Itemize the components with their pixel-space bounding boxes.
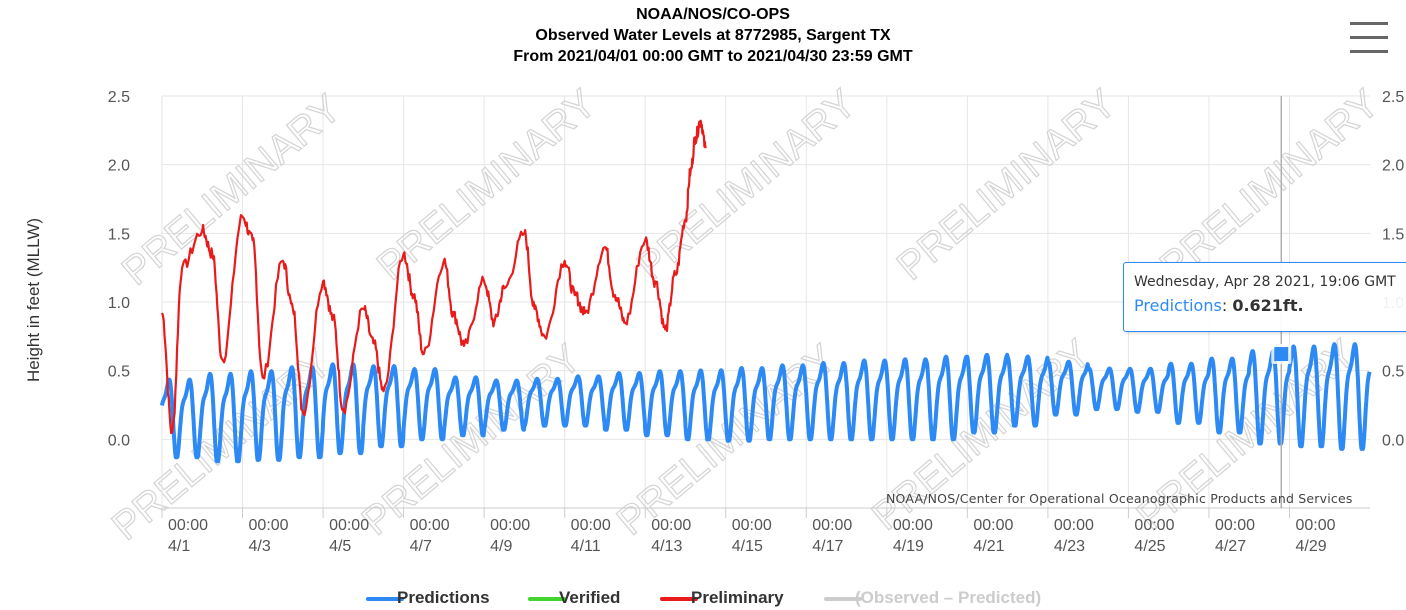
hamburger-icon-bar-3 [1350, 50, 1388, 53]
x-tick-label-date: 4/23 [1054, 538, 1085, 555]
y-tick-label-right: 1.5 [1382, 226, 1404, 243]
x-tick-label-date: 4/21 [973, 538, 1004, 555]
x-tick-label-date: 4/15 [732, 538, 763, 555]
y-tick-label-right: 2.5 [1382, 89, 1404, 106]
tooltip-value-line: Predictions: 0.621ft. [1134, 296, 1304, 315]
series-line-preliminary [160, 119, 707, 435]
tooltip-colon: : [1221, 296, 1233, 315]
x-tick-label-time: 00:00 [249, 517, 289, 534]
x-tick-label-date: 4/1 [168, 538, 190, 555]
legend-swatch-predictions [366, 597, 404, 601]
x-tick-label-time: 00:00 [1215, 517, 1255, 534]
legend-label-predictions: Predictions [397, 588, 490, 607]
tooltip-value: 0.621ft. [1232, 296, 1304, 315]
x-tick-label-date: 4/29 [1295, 538, 1326, 555]
hover-marker-point [1274, 347, 1289, 362]
chart-title-line-3: From 2021/04/01 00:00 GMT to 2021/04/30 … [513, 48, 913, 65]
x-tick-label-time: 00:00 [651, 517, 691, 534]
y-tick-label-left: 2.5 [108, 89, 130, 106]
watermark-text: PRELIMINARY [1152, 81, 1387, 289]
tooltip-date: Wednesday, Apr 28 2021, 19:06 GMT [1134, 274, 1396, 290]
x-tick-label-date: 4/3 [249, 538, 271, 555]
x-tick-label-time: 00:00 [732, 517, 772, 534]
y-tick-label-left: 1.5 [108, 226, 130, 243]
data-tooltip: Wednesday, Apr 28 2021, 19:06 GMT Predic… [1123, 262, 1406, 332]
legend-label-observed-minus-predicted: (Observed – Predicted) [855, 588, 1042, 607]
x-tick-label-date: 4/25 [1134, 538, 1165, 555]
chart-title-line-2: Observed Water Levels at 8772985, Sargen… [535, 27, 891, 44]
x-tick-label-date: 4/13 [651, 538, 682, 555]
hamburger-icon-bar-2 [1350, 36, 1388, 39]
x-tick-label-time: 00:00 [490, 517, 530, 534]
x-tick-label-time: 00:00 [410, 517, 450, 534]
series-layer [160, 119, 1372, 464]
legend-label-preliminary: Preliminary [691, 588, 784, 607]
chart-title: NOAA/NOS/CO-OPS Observed Water Levels at… [0, 4, 1406, 67]
chart-menu-button[interactable] [1346, 18, 1392, 58]
chart-title-line-1: NOAA/NOS/CO-OPS [636, 6, 790, 23]
chart-credit: NOAA/NOS/Center for Operational Oceanogr… [886, 491, 1353, 506]
x-tick-label-time: 00:00 [812, 517, 852, 534]
x-tick-label-date: 4/9 [490, 538, 512, 555]
x-tick-label-time: 00:00 [1295, 517, 1335, 534]
y-tick-label-right: 0.0 [1382, 432, 1404, 449]
x-tick-label-date: 4/19 [893, 538, 924, 555]
x-tick-label-date: 4/7 [410, 538, 432, 555]
series-line-predictions [160, 342, 1372, 464]
watermark-text: PRELIMINARY [889, 81, 1124, 289]
y-tick-label-left: 0.0 [108, 432, 130, 449]
axes: 0.00.00.50.51.01.01.51.52.02.02.52.500:0… [108, 89, 1405, 555]
x-tick-label-time: 00:00 [329, 517, 369, 534]
x-tick-label-time: 00:00 [168, 517, 208, 534]
watermark-text: PRELIMINARY [629, 81, 864, 289]
legend-swatch-preliminary [660, 597, 698, 601]
tooltip-series-name: Predictions [1134, 296, 1222, 315]
x-tick-label-time: 00:00 [1054, 517, 1094, 534]
x-tick-label-date: 4/27 [1215, 538, 1246, 555]
y-tick-label-left: 0.5 [108, 364, 130, 381]
hamburger-icon-bar-1 [1350, 22, 1388, 25]
legend-swatch-observed-minus-predicted [824, 597, 862, 601]
x-tick-label-time: 00:00 [1134, 517, 1174, 534]
x-tick-label-time: 00:00 [893, 517, 933, 534]
x-tick-label-date: 4/11 [571, 538, 601, 555]
y-tick-label-left: 1.0 [108, 295, 130, 312]
y-tick-label-left: 2.0 [108, 158, 130, 175]
watermark-text: PRELIMINARY [114, 86, 349, 294]
x-tick-label-date: 4/5 [329, 538, 351, 555]
legend-swatch-verified [528, 597, 566, 601]
y-tick-label-right: 0.5 [1382, 364, 1404, 381]
x-tick-label-date: 4/17 [812, 538, 843, 555]
x-tick-label-time: 00:00 [571, 517, 611, 534]
x-tick-label-time: 00:00 [973, 517, 1013, 534]
y-tick-label-right: 2.0 [1382, 158, 1404, 175]
legend-label-verified: Verified [559, 588, 621, 607]
